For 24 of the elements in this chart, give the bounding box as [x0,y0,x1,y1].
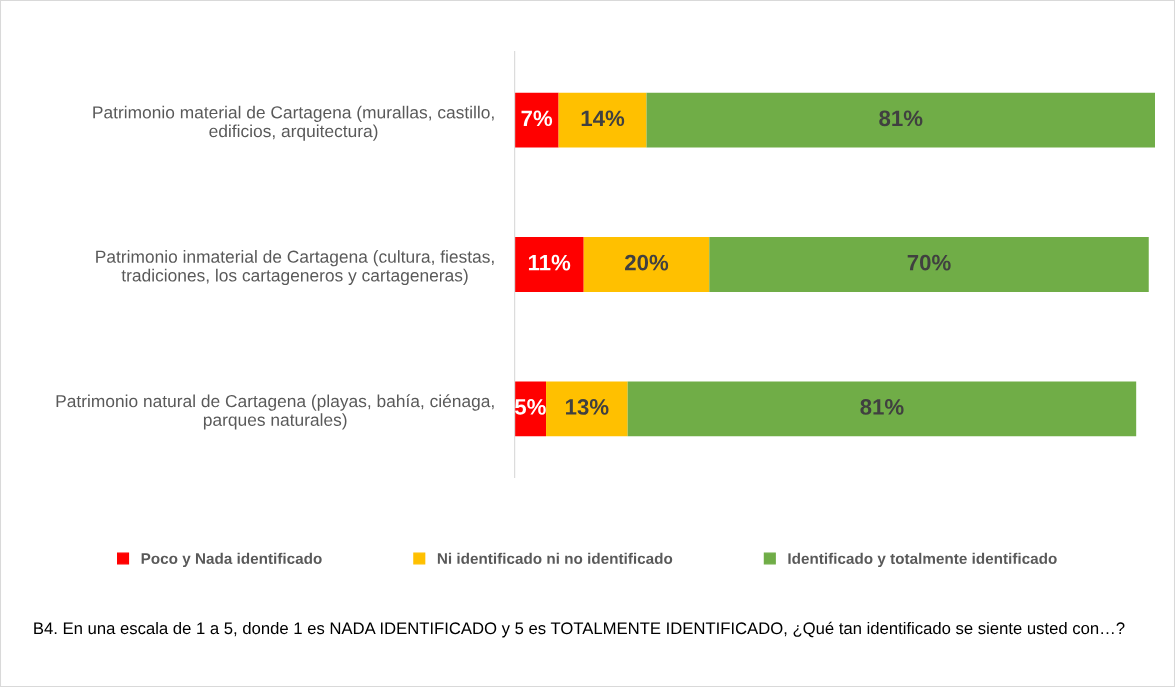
data-label: 5% [514,399,546,415]
data-label: 7% [521,110,553,127]
bar [558,92,647,148]
data-label: 70% [907,254,951,271]
bar [627,381,1137,437]
bar [583,237,710,292]
bar [546,381,628,437]
bar [646,92,1156,148]
data-label: 11% [528,254,571,271]
legend-label: Identificado y totalmente identificado [788,552,1057,568]
legend-label: Ni identificado ni no identificado [437,552,673,565]
legend-label: Poco y Nada identificado [141,552,322,568]
data-label: 13% [566,399,609,415]
y-tick-label: Patrimonio material de Cartagena (murallas, castillo, edificios, arquitectura) [93,105,494,141]
y-tick-label: Patrimonio natural de Cartagena (playas, bahía, ciénaga, parques naturales) [56,394,494,430]
data-label: 20% [625,254,669,271]
y-tick-label: Patrimonio inmaterial de Cartagena (cultura, fiestas, tradiciones, los cartageneros y cartageneras) [96,250,494,285]
bar [514,92,559,148]
data-label: 81% [860,399,904,415]
bar [514,237,584,292]
bar [709,237,1149,292]
text: B4. En una escala de 1 a 5, donde 1 es NADA IDENTIFICADO y 5 es TOTALMENTE IDENTIFICADO, ¿Qué tan identificado se siente usted con…? [34,621,1125,638]
data-label: 14% [581,110,625,127]
data-label: 81% [879,110,923,127]
